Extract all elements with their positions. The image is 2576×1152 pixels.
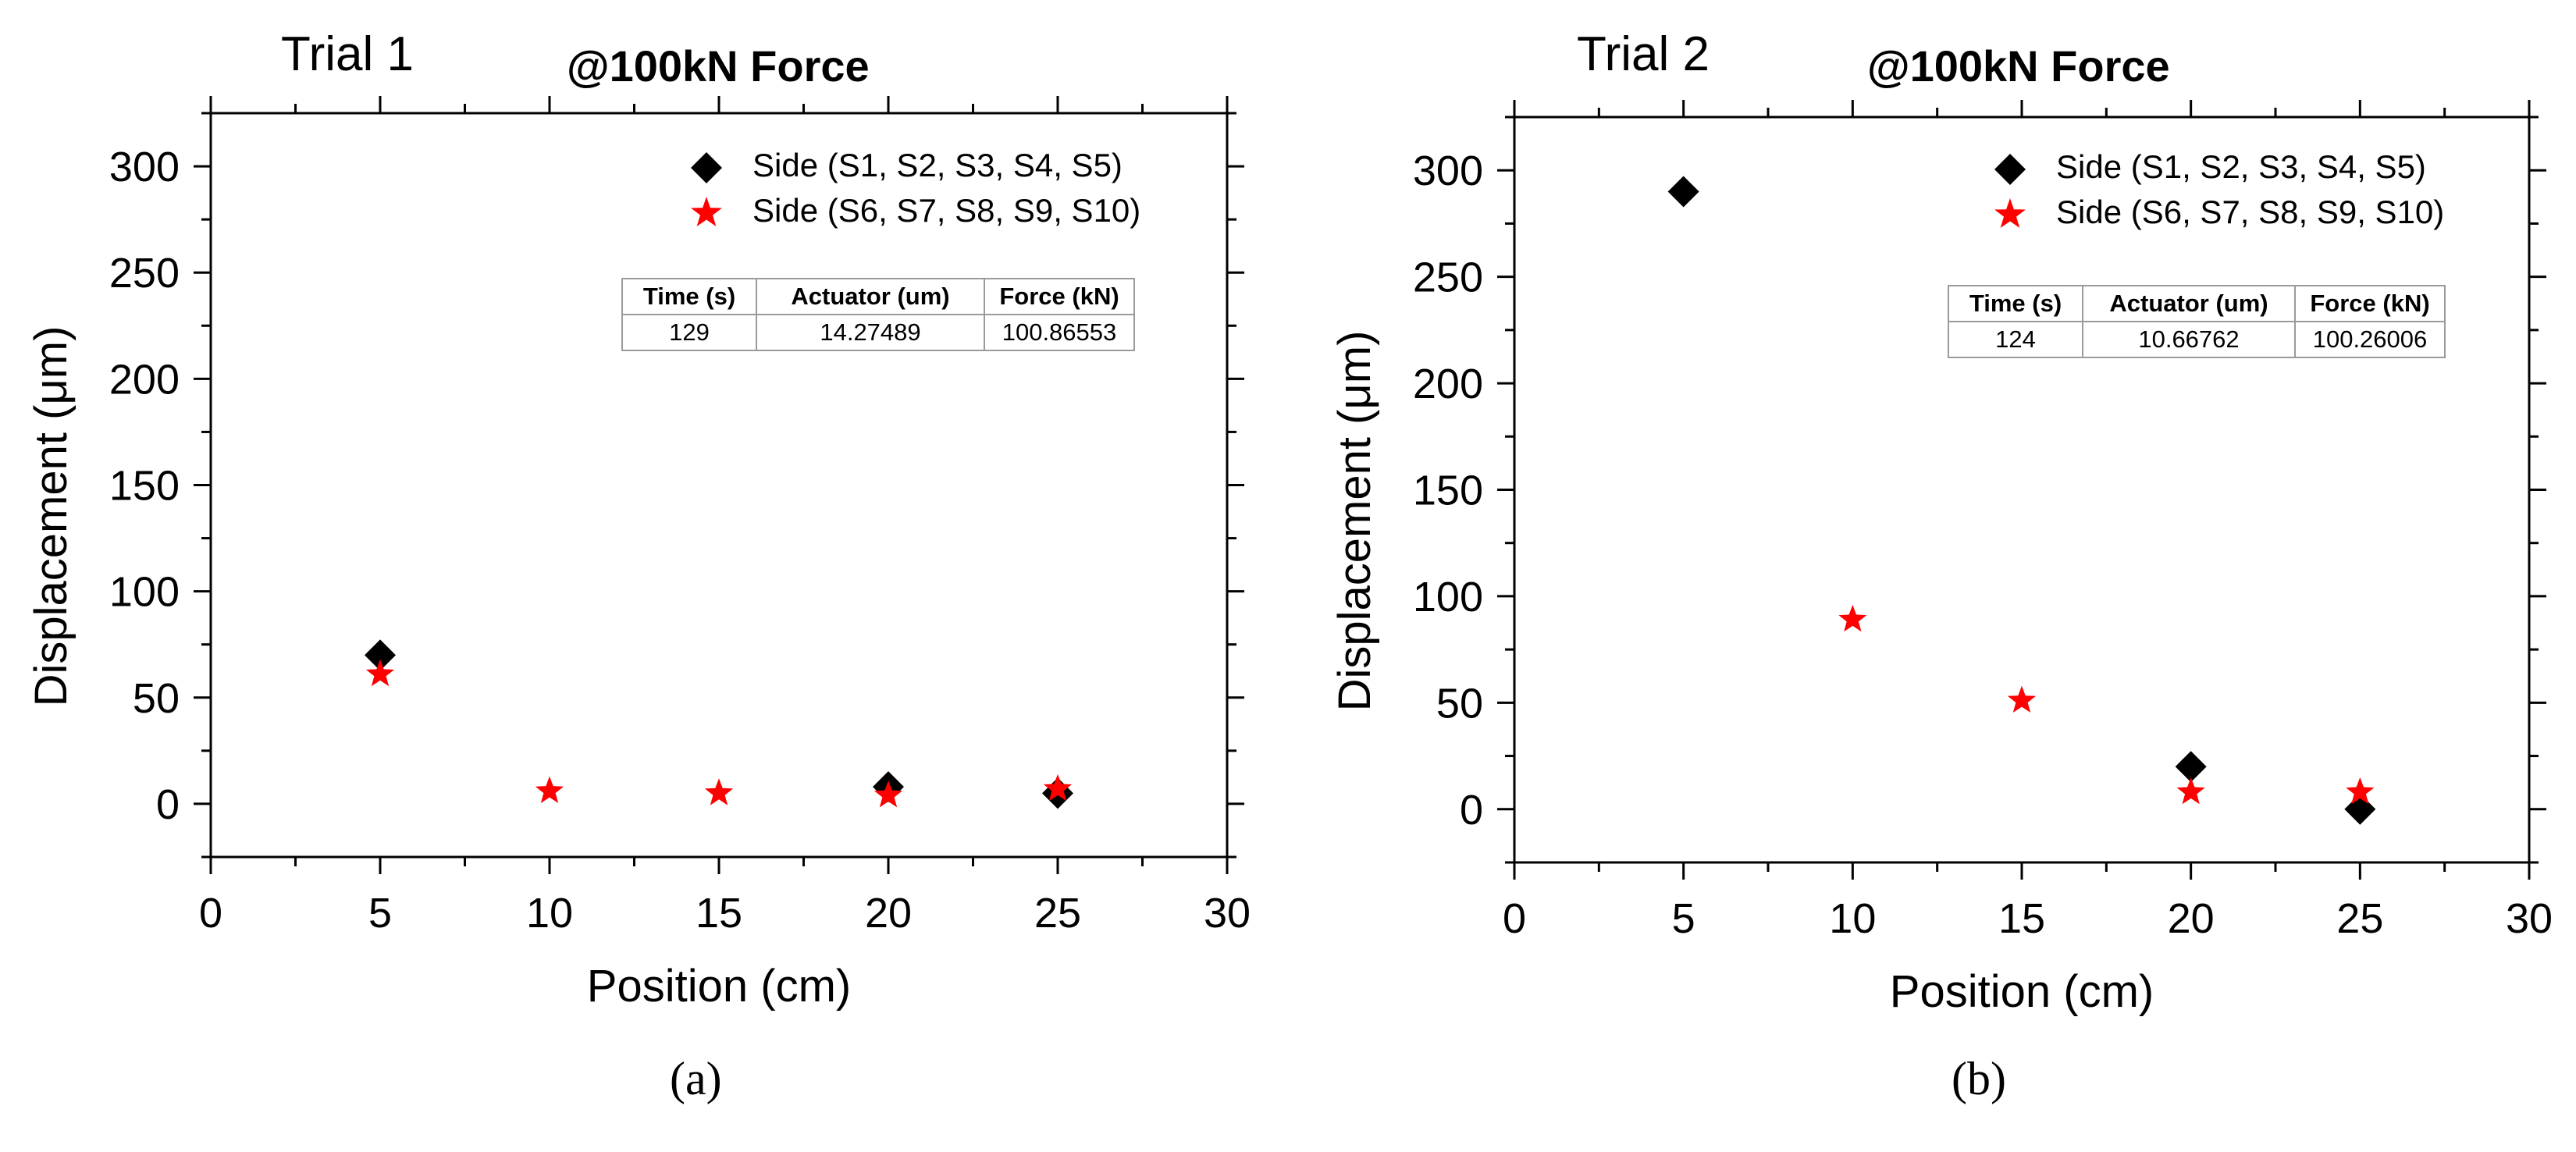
data-point-star [2176,777,2205,805]
table-header-actuator: Actuator (um) [756,278,985,315]
y-tick-label: 0 [1460,787,1483,834]
panel-b: 0 5 10 15 20 25 30 0 50 100 150 200 250 300 Position (… [1288,0,2576,1152]
x-tick-label: 20 [865,890,912,937]
y-tick-label: 0 [156,781,180,828]
star-marker-icon [691,197,722,226]
table-cell-time: 129 [621,314,757,351]
table-header-force: Force (kN) [2294,285,2446,322]
chart-title: @100kN Force [1867,41,2170,91]
y-axis-label: Displacement (μm) [26,326,76,707]
y-axis-label: Displacement (μm) [1329,331,1380,712]
series-star [1838,604,2375,805]
series-diamond [1667,176,2376,825]
x-tick-label: 5 [368,890,392,937]
table-header-time: Time (s) [621,278,757,315]
y-tick-label: 100 [1413,574,1483,620]
x-tick-label: 20 [2168,895,2215,942]
table-header-actuator: Actuator (um) [2082,285,2296,322]
info-table: Time (s) Actuator (um) Force (kN) 129 14… [621,278,1135,351]
y-tick-label: 100 [109,569,180,616]
subfigure-label: (a) [670,1053,722,1104]
panel-a: 0 5 10 15 20 25 30 0 50 100 150 200 250 300 Position (… [26,27,1251,1104]
x-tick-label: 5 [1672,895,1695,942]
data-point-diamond [2175,751,2207,783]
data-point-star [1043,773,1073,802]
table-cell-force: 100.26006 [2294,321,2446,358]
y-tick-label: 200 [109,356,180,403]
subfigure-label: (b) [1952,1053,2006,1104]
y-tick-label: 300 [109,144,180,190]
legend-label: Side (S6, S7, S8, S9, S10) [2056,194,2445,230]
y-tick-label: 300 [1413,148,1483,194]
data-point-star [2346,777,2375,805]
table-header-row: Time (s) Actuator (um) Force (kN) [1948,285,2446,322]
x-tick-label: 10 [1829,895,1876,942]
table-header-force: Force (kN) [984,278,1135,315]
x-tick-label: 25 [2336,895,2383,942]
chart-title: @100kN Force [567,41,870,91]
y-tick-label: 250 [109,250,180,297]
x-tick-label: 30 [1204,890,1251,937]
y-tick-label: 150 [109,463,180,510]
diamond-marker-icon [1994,154,2026,185]
x-axis-label: Position (cm) [587,961,851,1012]
data-point-diamond [1667,176,1699,208]
trial-label: Trial 1 [281,27,414,81]
y-tick-label: 50 [133,675,180,722]
legend-label: Side (S1, S2, S3, S4, S5) [753,147,1123,183]
table-header-time: Time (s) [1948,285,2083,322]
table-cell-force: 100.86553 [984,314,1135,351]
x-tick-label: 30 [2506,895,2553,942]
y-tick-label: 250 [1413,254,1483,301]
data-point-star [873,780,903,808]
data-point-star [535,776,564,803]
data-point-star [2007,685,2037,713]
info-table: Time (s) Actuator (um) Force (kN) 124 10… [1948,285,2446,358]
table-header-row: Time (s) Actuator (um) Force (kN) [621,278,1135,315]
y-tick-label: 50 [1436,680,1483,727]
table-cell-actuator: 14.27489 [756,314,985,351]
x-tick-label: 15 [696,890,742,937]
legend-label: Side (S1, S2, S3, S4, S5) [2056,148,2426,185]
data-point-star [1838,604,1867,632]
x-tick-label: 0 [1503,895,1526,942]
x-tick-label: 0 [199,890,222,937]
table-row: 129 14.27489 100.86553 [621,314,1135,351]
table-cell-actuator: 10.66762 [2082,321,2296,358]
x-axis-label: Position (cm) [1890,966,2154,1017]
y-tick-label: 150 [1413,468,1483,514]
y-tick-label: 200 [1413,361,1483,407]
data-point-diamond [365,639,396,671]
legend-label: Side (S6, S7, S8, S9, S10) [753,192,1141,229]
table-cell-time: 124 [1948,321,2083,358]
data-point-star [704,778,734,805]
x-tick-label: 10 [526,890,573,937]
diamond-marker-icon [691,152,722,183]
x-tick-label: 15 [1998,895,2045,942]
star-marker-icon [1994,198,2026,228]
series-star [365,659,1073,808]
x-tick-label: 25 [1034,890,1081,937]
data-point-star [365,659,395,687]
table-row: 124 10.66762 100.26006 [1948,321,2446,358]
trial-label: Trial 2 [1577,27,1710,81]
